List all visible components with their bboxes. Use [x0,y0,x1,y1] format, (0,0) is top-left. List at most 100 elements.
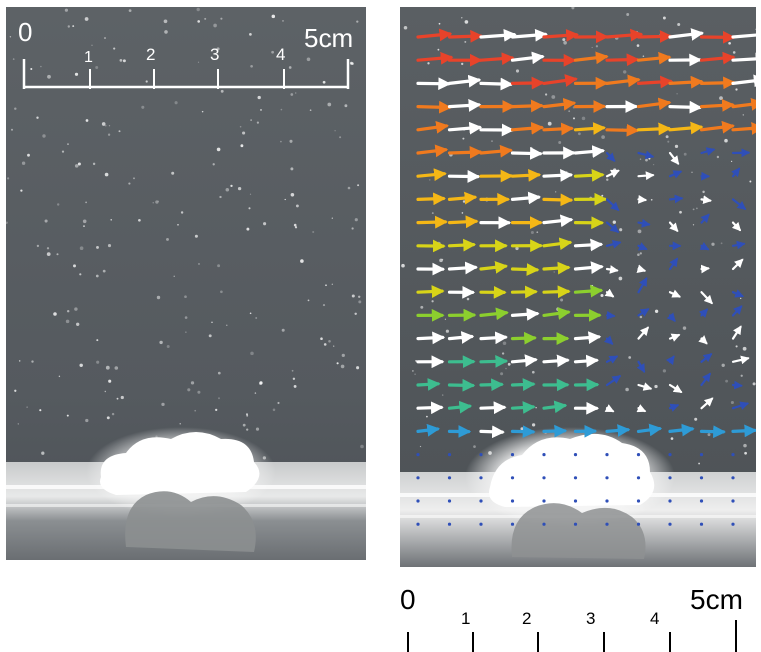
particle [349,61,353,65]
particle [618,276,623,281]
particle [639,315,643,319]
particle [429,179,431,181]
velocity-vector [542,74,578,87]
vector-dot [447,522,452,526]
particle [216,47,220,51]
particle [295,92,297,94]
particle [197,390,201,394]
particle [110,219,112,221]
velocity-vector [510,401,536,414]
particle [696,207,698,210]
particle [77,162,81,166]
particle [79,363,83,368]
particle [226,324,228,326]
particle [225,188,230,192]
particle [601,194,604,197]
vector-dot [605,453,609,457]
particle [462,200,466,203]
particle [725,379,729,383]
particle [76,322,80,326]
vector-dot [731,499,735,503]
velocity-vector [731,401,750,410]
particle [108,379,112,383]
particle [464,20,469,24]
velocity-vector [700,353,713,363]
vector-dot [636,453,641,457]
velocity-vector [668,403,680,412]
velocity-vector [447,191,478,205]
particle [665,135,669,139]
particle [26,406,28,408]
particle [531,423,536,427]
particle [111,412,115,416]
velocity-vector [668,333,681,342]
particle [691,171,693,173]
particle [250,351,254,356]
particle [289,139,293,143]
particle [173,275,175,277]
particle [730,400,734,405]
velocity-vector [637,242,648,251]
velocity-vector [636,30,673,43]
particle [92,162,96,166]
vector-dot [542,522,546,526]
particle [502,341,507,346]
particle [292,377,296,380]
velocity-vector [700,372,711,387]
velocity-vector [447,121,483,135]
particle [157,200,159,202]
particle [211,321,213,324]
particle [735,345,738,348]
velocity-vector [573,122,606,135]
particle [535,407,537,409]
velocity-vector [447,29,484,43]
particle [354,312,357,316]
velocity-vector [637,308,650,317]
velocity-vector [668,289,682,298]
particle [21,161,26,165]
velocity-vector [479,425,505,439]
velocity-vector [573,145,606,158]
particle [272,408,276,412]
particle [401,263,405,268]
particle [466,297,470,301]
particle [464,40,467,43]
particle [323,343,327,346]
particle [427,62,430,65]
velocity-vector [416,423,441,437]
vector-dot [416,499,420,503]
particle [248,207,251,210]
particle [692,208,695,211]
particle [461,17,463,19]
velocity-vector [605,28,644,42]
particle [347,186,351,190]
velocity-vector [637,171,655,181]
velocity-vector [636,404,647,413]
velocity-vector [510,121,545,135]
particle [437,48,440,51]
particle [42,134,46,138]
particle [558,141,562,144]
left-rock-shadow [125,491,256,552]
velocity-vector [668,170,683,179]
particle [677,22,681,27]
particle [438,22,441,25]
particle [66,309,70,313]
particle [282,20,284,22]
left-bright-blob [100,432,260,495]
particle [600,293,604,298]
particle [742,114,745,116]
particle [505,367,507,370]
velocity-vector [636,360,646,373]
particle [290,193,295,197]
particle [155,200,159,204]
particle [721,363,725,367]
velocity-vector [542,237,573,251]
particle [445,329,449,333]
velocity-vector [668,423,695,437]
particle [654,384,658,389]
velocity-vector [698,335,708,345]
particle [339,136,342,139]
vector-dot [636,476,641,480]
velocity-vector [605,221,620,233]
